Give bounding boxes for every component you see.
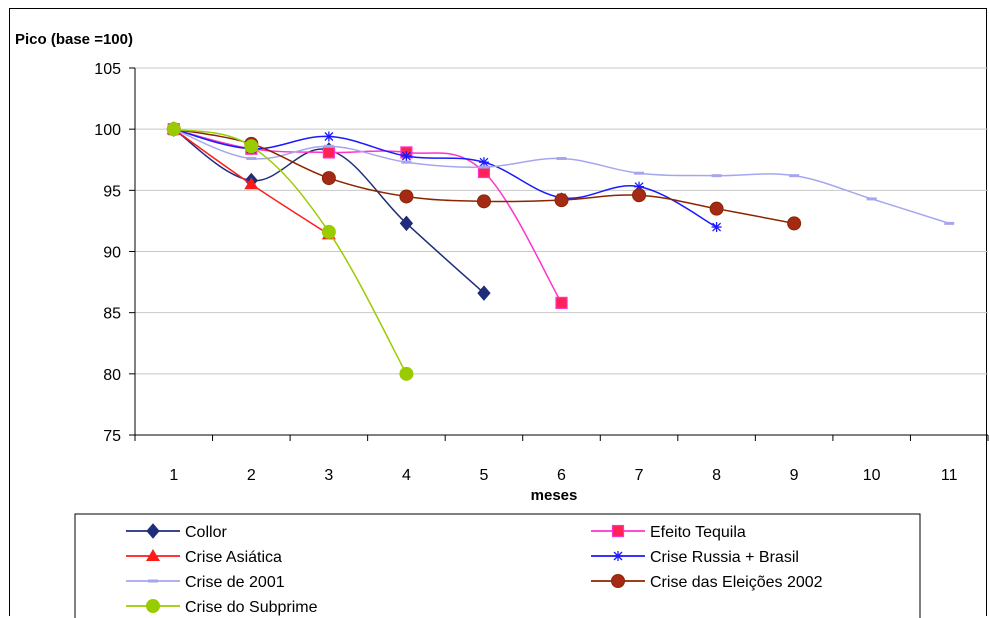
- x-tick-label: 3: [324, 467, 333, 484]
- legend-item: Collor: [126, 523, 227, 541]
- data-point: [477, 285, 491, 301]
- series-line: [173, 128, 563, 304]
- x-tick-label: 1: [169, 467, 178, 484]
- x-tick-label: 4: [402, 467, 411, 484]
- data-point: [478, 157, 489, 168]
- legend-item: Crise das Eleições 2002: [591, 574, 823, 591]
- legend-item: Crise Asiática: [126, 549, 282, 566]
- y-tick-label: 95: [103, 183, 121, 200]
- data-point: [244, 177, 259, 190]
- legend-label: Efeito Tequila: [650, 524, 746, 541]
- legend-label: Crise do Subprime: [185, 599, 318, 616]
- y-tick-label: 105: [94, 61, 121, 78]
- legend-item: Crise do Subprime: [126, 599, 318, 616]
- legend-marker: [611, 574, 625, 588]
- y-axis-title: Pico (base =100): [15, 31, 133, 48]
- y-tick-label: 90: [103, 245, 121, 262]
- x-tick-label: 8: [712, 467, 721, 484]
- data-point: [399, 215, 414, 232]
- data-point: [166, 122, 181, 137]
- y-tick-label: 85: [103, 306, 121, 323]
- data-point: [244, 139, 259, 154]
- legend-label: Crise das Eleições 2002: [650, 574, 823, 591]
- x-tick-label: 11: [941, 467, 958, 484]
- data-point: [555, 296, 568, 309]
- series-6: [166, 122, 414, 381]
- legend-marker: [146, 549, 160, 561]
- chart-frame: [9, 8, 987, 616]
- legend: Collor Efeito Tequila Crise Asiática Crise …: [74, 513, 921, 618]
- legend-label: Crise Asiática: [185, 549, 282, 566]
- asterisk-stroke: [401, 151, 411, 161]
- y-tick-label: 80: [103, 367, 121, 384]
- data-point: [399, 189, 414, 204]
- legend-box: [74, 513, 921, 618]
- asterisk-stroke: [324, 132, 334, 141]
- legend-label: Crise de 2001: [185, 574, 285, 591]
- asterisk-stroke: [613, 551, 623, 561]
- data-point: [709, 201, 724, 216]
- legend-marker: [611, 524, 625, 538]
- data-point: [323, 131, 334, 142]
- legend-marker: [613, 551, 623, 561]
- data-point: [322, 146, 335, 159]
- x-tick-label: 5: [480, 467, 489, 484]
- data-point: [711, 222, 722, 233]
- legend-item: Crise de 2001: [126, 574, 285, 591]
- x-tick-label: 2: [247, 467, 256, 484]
- legend-item: Efeito Tequila: [591, 524, 746, 541]
- data-point: [401, 151, 412, 162]
- legend-label: Crise Russia + Brasil: [650, 549, 799, 566]
- data-point: [476, 194, 491, 209]
- legend-marker: [146, 599, 160, 613]
- plot-area: 75 80 85 90 95 100 105 1 2 3 4 5 6 7 8 9 10 11: [94, 61, 989, 484]
- data-point: [787, 216, 802, 231]
- y-tick-label: 75: [103, 428, 121, 445]
- series-line: [173, 128, 408, 375]
- series-1: [167, 123, 568, 309]
- x-tick-label: 9: [790, 467, 799, 484]
- x-tick-label: 6: [557, 467, 566, 484]
- data-point: [554, 193, 569, 208]
- data-point: [321, 171, 336, 186]
- x-axis-title: meses: [531, 487, 578, 504]
- legend-item: Crise Russia + Brasil: [591, 549, 799, 566]
- legend-marker: [146, 523, 160, 539]
- x-tick-label: 7: [635, 467, 644, 484]
- data-point: [321, 224, 336, 239]
- x-tick-label: 10: [863, 467, 881, 484]
- data-point: [632, 188, 647, 203]
- asterisk-stroke: [479, 157, 489, 167]
- y-tick-label: 100: [94, 122, 121, 139]
- data-point: [399, 366, 414, 381]
- asterisk-stroke: [712, 222, 722, 232]
- legend-label: Collor: [185, 524, 227, 541]
- series-4: [168, 127, 955, 225]
